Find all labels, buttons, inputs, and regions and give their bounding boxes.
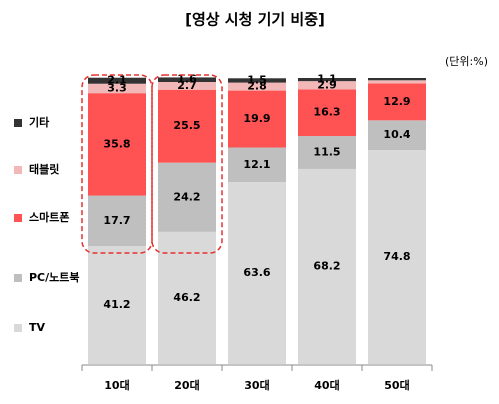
legend-label: 스마트폰 <box>29 210 69 224</box>
value-label: 74.8 <box>383 250 410 263</box>
bar-segment <box>368 80 426 84</box>
value-label: 1.1 <box>317 73 337 86</box>
value-label: 16.3 <box>313 106 340 119</box>
value-label: 11.5 <box>313 146 340 159</box>
legend-marker <box>14 274 22 282</box>
legend-label: PC/노트북 <box>29 270 80 284</box>
x-tick-label: 10대 <box>104 378 129 392</box>
bar-segment <box>158 77 216 83</box>
legend-label: TV <box>29 321 46 334</box>
x-tick-label: 30대 <box>244 378 269 392</box>
bar-segment <box>88 83 146 94</box>
value-label: 12.1 <box>243 158 270 171</box>
value-label: 2.1 <box>107 74 127 87</box>
value-label: 46.2 <box>173 291 200 304</box>
bar-segment <box>158 82 216 90</box>
x-tick-label: 20대 <box>174 378 199 392</box>
bar-segment <box>228 90 286 148</box>
bar-segment <box>228 147 286 183</box>
value-label: 25.5 <box>173 119 200 132</box>
bar-segment <box>158 231 216 364</box>
bar-segment <box>368 120 426 151</box>
x-tick-label: 40대 <box>314 378 339 392</box>
bar-segment <box>298 136 356 169</box>
chart-title: [영상 시청 기기 비중] <box>185 11 325 29</box>
legend-marker <box>14 119 22 127</box>
bar-segment <box>368 150 426 364</box>
bar-segment <box>88 77 146 84</box>
value-label: 3.3 <box>107 81 127 94</box>
bar-segment <box>88 195 146 247</box>
bar-segment <box>368 83 426 121</box>
value-label: 17.7 <box>103 214 130 227</box>
value-label: 10.4 <box>383 128 410 141</box>
value-label: 63.6 <box>243 266 270 279</box>
value-label: 2.9 <box>317 78 337 91</box>
bar-segment <box>228 78 286 83</box>
legend-label: 기타 <box>29 115 50 129</box>
bar-segment <box>158 162 216 232</box>
value-label: 1.5 <box>247 73 267 86</box>
bar-segment <box>298 81 356 90</box>
legend-marker <box>14 324 22 332</box>
bar-segment <box>88 93 146 196</box>
value-label: 2.8 <box>247 80 267 93</box>
bar-segment <box>158 89 216 163</box>
legend-marker <box>14 214 22 222</box>
value-label: 41.2 <box>103 298 130 311</box>
value-label: 2.7 <box>177 79 197 92</box>
bar-segment <box>298 89 356 137</box>
bar-segment <box>368 78 426 81</box>
highlight-box <box>81 74 153 254</box>
value-label: 35.8 <box>103 137 130 150</box>
bar-segment <box>298 168 356 364</box>
value-label: 12.9 <box>383 95 410 108</box>
unit-label: (단위:%) <box>445 55 488 68</box>
x-tick-label: 50대 <box>384 378 409 392</box>
value-label: 19.9 <box>243 112 270 125</box>
value-label: 68.2 <box>313 259 340 272</box>
legend-label: 태블릿 <box>29 162 59 176</box>
legend-marker <box>14 166 22 174</box>
value-label: 24.2 <box>173 190 200 203</box>
highlight-box <box>151 74 223 254</box>
bar-segment <box>228 82 286 91</box>
bar-segment <box>298 78 356 82</box>
bar-segment <box>88 246 146 364</box>
value-label: 1.6 <box>177 73 197 86</box>
bar-segment <box>228 182 286 364</box>
